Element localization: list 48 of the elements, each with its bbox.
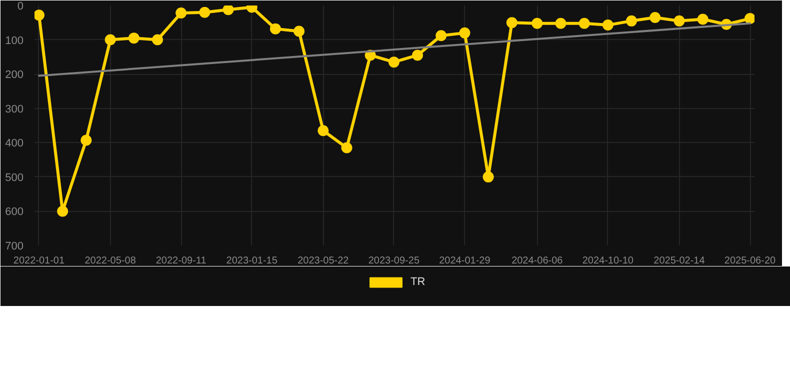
point (199, 6, 210, 18)
y-tick-label: 400 (5, 138, 24, 150)
point (388, 56, 400, 68)
point (222, 6, 234, 16)
x-tick-label: 2022-09-11 (156, 256, 207, 266)
x-tick-label: 2022-05-08 (84, 256, 136, 266)
y-tick-label: 500 (5, 172, 24, 184)
point (412, 50, 424, 61)
point (270, 23, 281, 34)
x-tick-label: 2022-01-01 (13, 256, 66, 266)
point (697, 14, 708, 25)
point (57, 206, 68, 217)
point (602, 20, 614, 31)
y-tick-label: 300 (5, 103, 24, 116)
point (578, 18, 590, 29)
point (650, 12, 661, 23)
x-tick-label: 2023-09-25 (368, 256, 420, 266)
point (555, 18, 566, 29)
y-tick-label: 200 (5, 69, 24, 82)
x-tick-label: 2025-06-20 (724, 256, 776, 266)
point (152, 34, 163, 46)
point (341, 142, 352, 154)
point (532, 18, 543, 29)
x-tick-label: 2024-06-06 (512, 256, 564, 266)
point (482, 171, 494, 182)
y-tick-label: 700 (5, 240, 24, 252)
point (459, 27, 470, 38)
point (506, 17, 518, 28)
point (294, 26, 305, 37)
point (176, 8, 187, 19)
point (674, 15, 685, 26)
y-tick-label: 600 (5, 206, 24, 218)
x-tick-label: 2023-05-22 (298, 256, 350, 266)
x-tick-label: 2023-01-15 (226, 256, 278, 266)
point (80, 134, 92, 146)
point (436, 30, 447, 42)
y-tick-label: 0 (17, 0, 24, 12)
x-tick-label: 2024-01-29 (439, 256, 491, 266)
point (34, 10, 44, 21)
point (128, 32, 140, 44)
y-tick-label: 100 (5, 34, 24, 47)
point (104, 34, 116, 46)
point (318, 125, 329, 136)
point (626, 15, 638, 26)
x-tick-label: 2024-10-10 (582, 256, 634, 266)
x-tick-label: 2025-02-14 (654, 256, 706, 266)
point (744, 13, 754, 24)
legend-label: TR (410, 276, 426, 288)
